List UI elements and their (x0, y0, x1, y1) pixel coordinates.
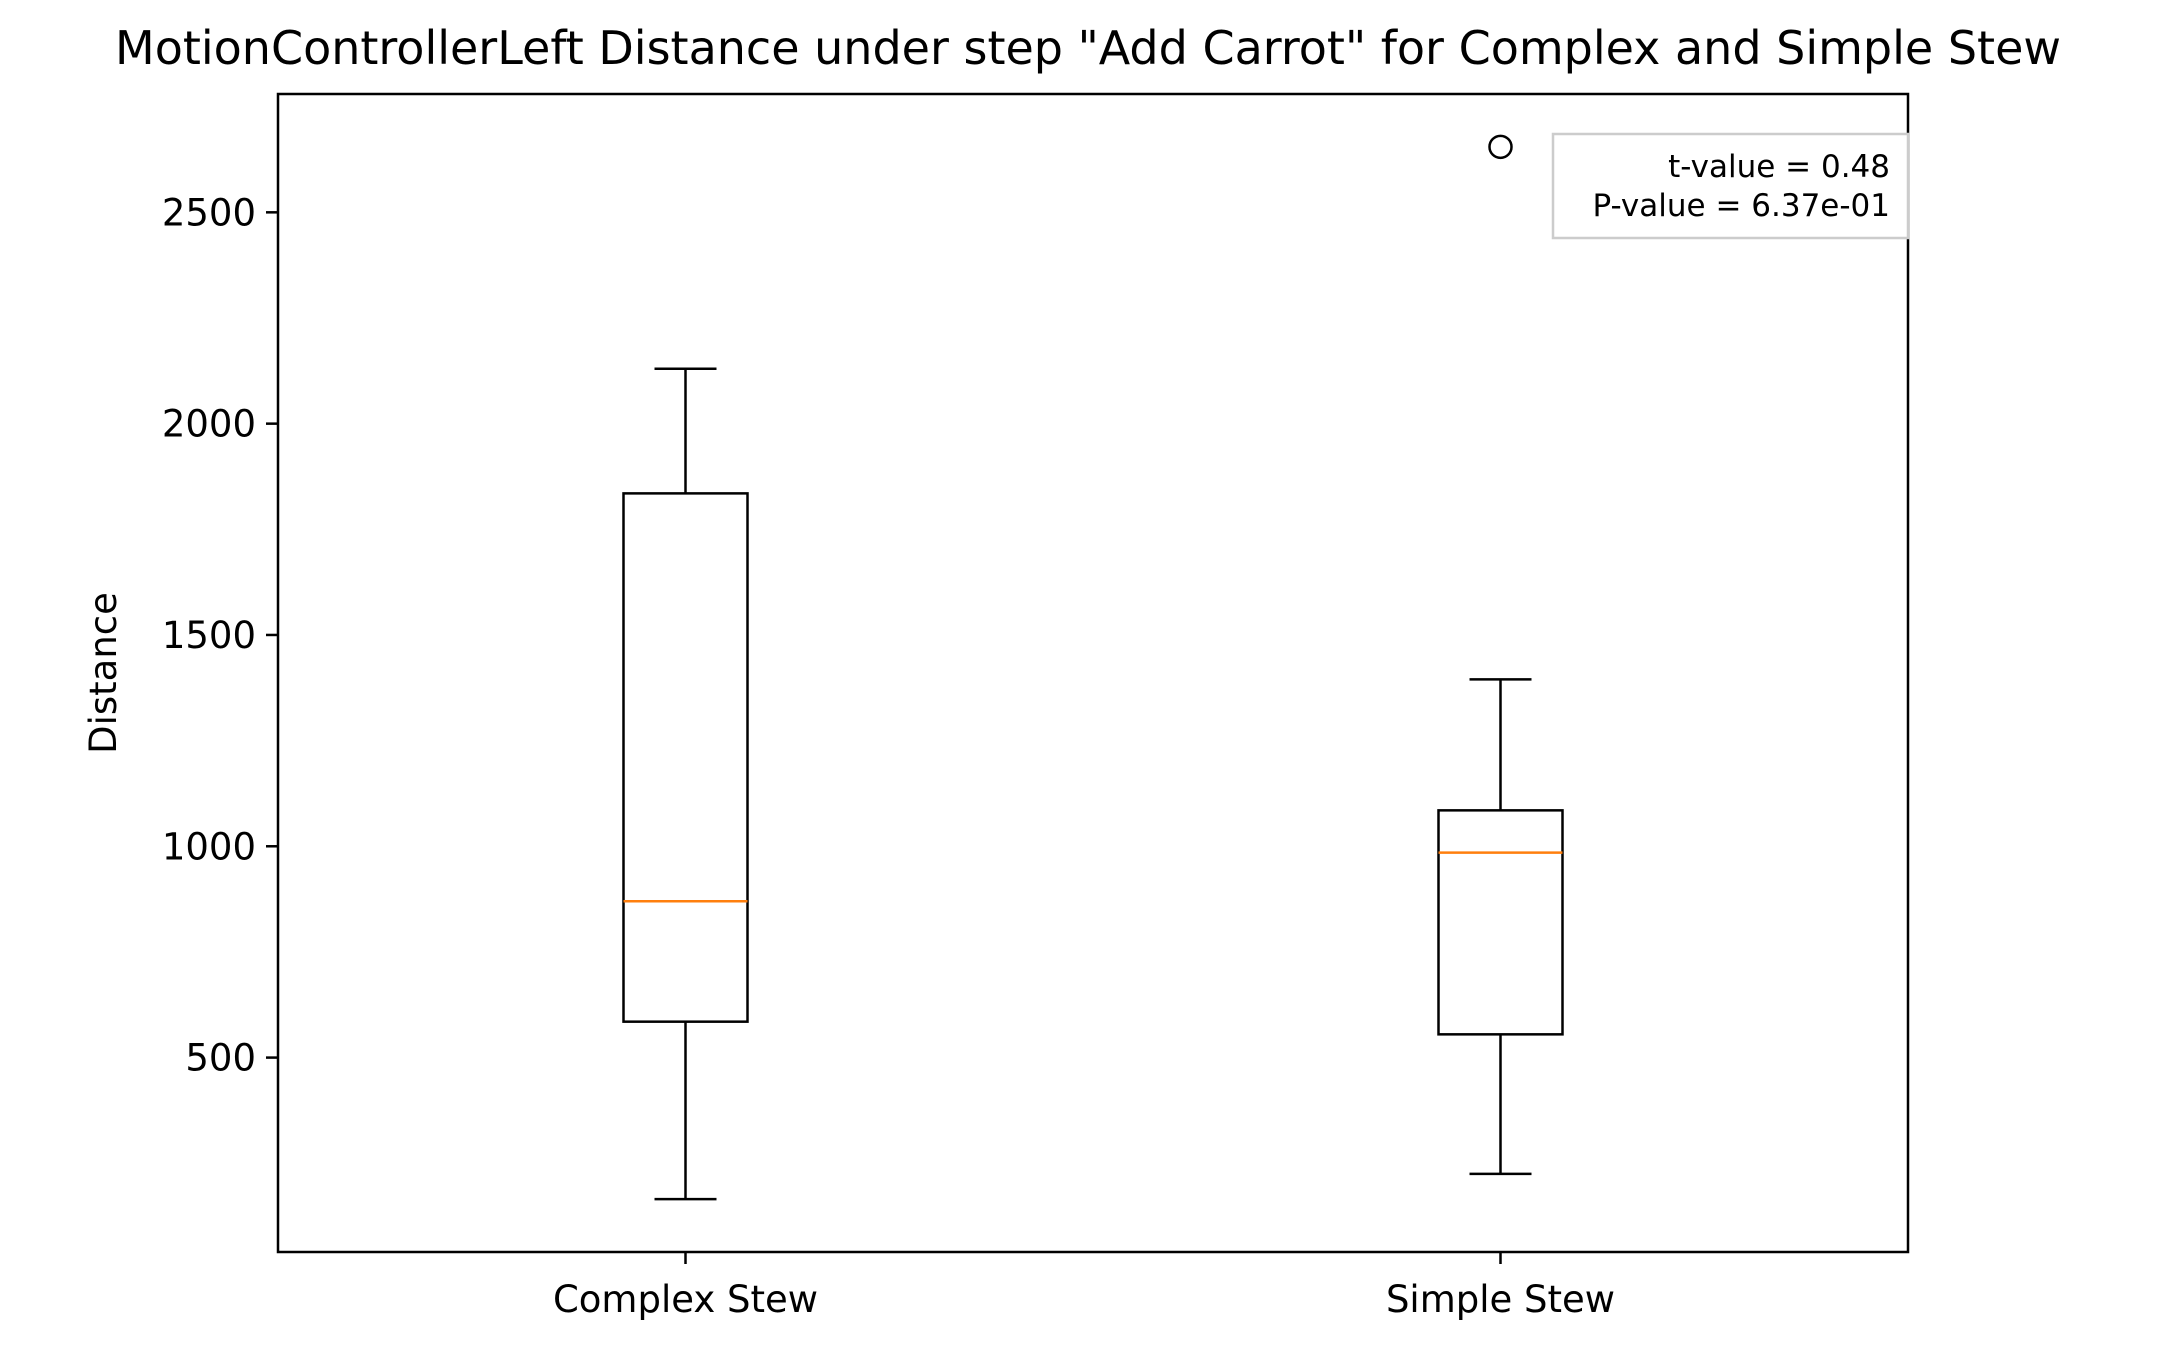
outlier-point (1488, 134, 1513, 160)
y-tick-label: 1500 (162, 614, 256, 657)
y-tick-label: 500 (185, 1037, 256, 1080)
chart-title: MotionControllerLeft Distance under step… (115, 21, 2061, 75)
y-tick-label: 2000 (162, 403, 256, 446)
interquartile-box (622, 492, 749, 1023)
plot-area (276, 92, 1910, 1254)
x-axis: Complex Stew Simple Stew (553, 1252, 1615, 1321)
box-simple-stew (1437, 134, 1564, 1176)
y-tick-label: 1000 (162, 825, 256, 868)
x-tick-label: Simple Stew (1386, 1278, 1615, 1321)
box-complex-stew (622, 367, 749, 1201)
boxes-layer (622, 134, 1564, 1201)
stats-annotation: t-value = 0.48 P-value = 6.37e-01 (1551, 132, 1910, 240)
t-value-text: t-value = 0.48 (1668, 149, 1890, 185)
y-axis-label: Distance (82, 592, 125, 754)
x-tick-label: Complex Stew (553, 1278, 818, 1321)
y-tick-label: 2500 (162, 191, 256, 234)
stats-annotation-frame (1551, 132, 1910, 240)
interquartile-box (1437, 809, 1564, 1036)
y-axis: 500 1000 1500 2000 2500 (162, 191, 278, 1080)
p-value-text: P-value = 6.37e-01 (1593, 188, 1890, 224)
